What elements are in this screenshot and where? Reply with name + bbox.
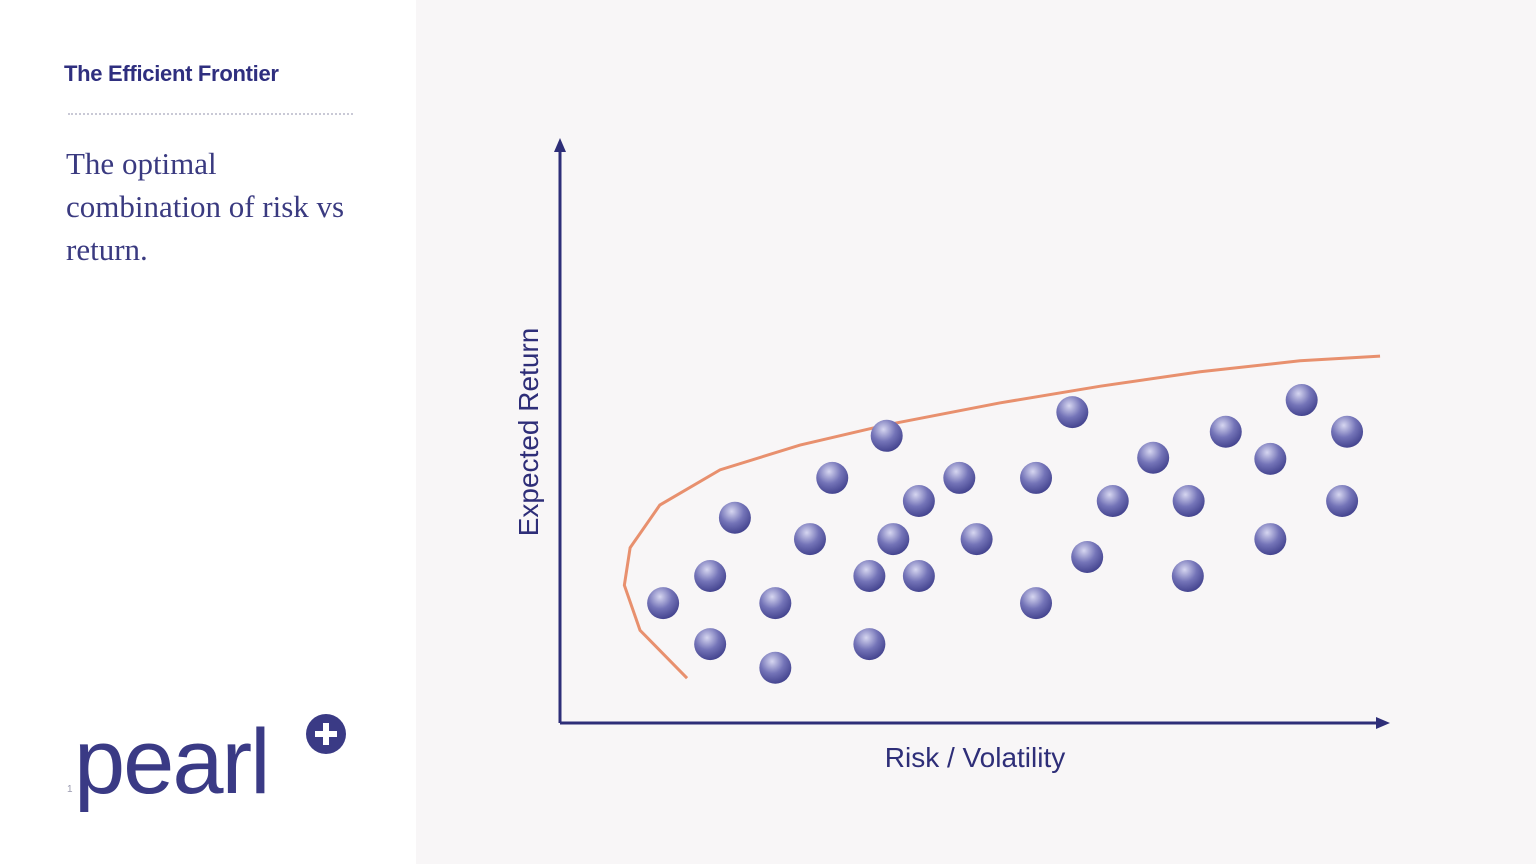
left-panel [0,0,416,864]
portfolio-dot [1254,442,1287,475]
portfolio-dot [1096,485,1129,518]
portfolio-dot [1254,523,1287,556]
logo: pearl [74,711,271,813]
portfolio-dot [718,501,751,534]
portfolio-dot [1209,415,1242,448]
portfolio-dot [902,485,935,518]
x-arrow [1376,717,1390,729]
frontier-line [622,354,1381,680]
portfolio-dot [694,560,727,593]
portfolio-dot [960,523,993,556]
divider [68,113,353,115]
portfolio-dot [759,587,792,620]
logo-plus [306,714,346,754]
page-number: 1 [67,784,73,795]
portfolio-dot [816,461,849,494]
x-axis-label: Risk / Volatility [885,742,1066,773]
portfolio-dot [1071,540,1104,573]
portfolio-dot [877,523,910,556]
portfolio-dot [1331,415,1364,448]
portfolio-dot [853,628,886,661]
portfolio-dot [1285,384,1318,417]
portfolio-dot [1326,485,1359,518]
y-axis-label: Expected Return [513,328,544,537]
slide-title: The Efficient Frontier [64,61,279,86]
portfolio-dot [694,628,727,661]
portfolio-dot [870,419,903,452]
portfolio-dot [1020,587,1053,620]
portfolio-dot [853,560,886,593]
portfolio-dot [902,560,935,593]
portfolio-dot [647,587,680,620]
portfolio-dot [943,461,976,494]
y-arrow [554,138,566,152]
portfolio-dot [1171,560,1204,593]
body-text: The optimal combination of risk vs retur… [66,146,345,267]
portfolio-dot [1137,441,1170,474]
portfolio-dot [1172,485,1205,518]
axes [558,150,1378,725]
portfolio-dot [759,651,792,684]
portfolio-dot [1056,396,1089,429]
portfolio-dot [1020,461,1053,494]
portfolio-dot [793,523,826,556]
